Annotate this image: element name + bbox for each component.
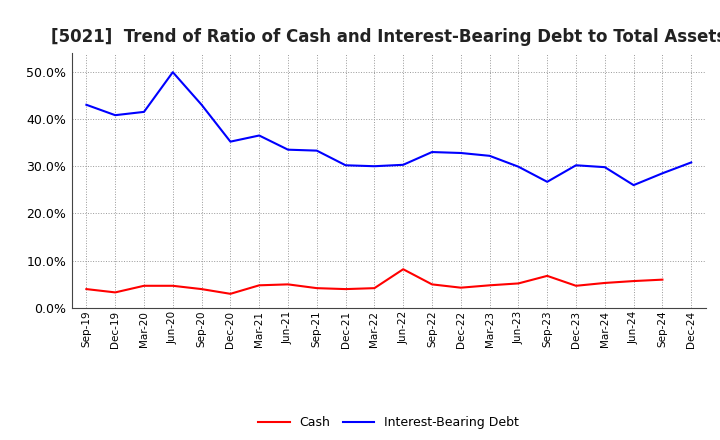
Interest-Bearing Debt xyxy=(514,164,523,169)
Interest-Bearing Debt xyxy=(543,179,552,184)
Cash xyxy=(312,286,321,291)
Interest-Bearing Debt xyxy=(284,147,292,152)
Interest-Bearing Debt xyxy=(629,183,638,188)
Interest-Bearing Debt xyxy=(687,160,696,165)
Interest-Bearing Debt xyxy=(226,139,235,144)
Interest-Bearing Debt xyxy=(370,164,379,169)
Cash xyxy=(485,282,494,288)
Line: Interest-Bearing Debt: Interest-Bearing Debt xyxy=(86,72,691,185)
Cash xyxy=(456,285,465,290)
Interest-Bearing Debt xyxy=(168,70,177,75)
Interest-Bearing Debt xyxy=(600,165,609,170)
Cash xyxy=(226,291,235,297)
Interest-Bearing Debt xyxy=(428,150,436,155)
Interest-Bearing Debt xyxy=(197,102,206,107)
Cash xyxy=(428,282,436,287)
Interest-Bearing Debt xyxy=(658,171,667,176)
Interest-Bearing Debt xyxy=(312,148,321,153)
Cash xyxy=(600,280,609,286)
Cash xyxy=(140,283,148,289)
Cash xyxy=(658,277,667,282)
Legend: Cash, Interest-Bearing Debt: Cash, Interest-Bearing Debt xyxy=(253,411,524,434)
Cash xyxy=(514,281,523,286)
Cash xyxy=(341,286,350,292)
Cash xyxy=(168,283,177,289)
Interest-Bearing Debt xyxy=(341,163,350,168)
Cash xyxy=(197,286,206,292)
Line: Cash: Cash xyxy=(86,269,662,294)
Interest-Bearing Debt xyxy=(255,133,264,138)
Title: [5021]  Trend of Ratio of Cash and Interest-Bearing Debt to Total Assets: [5021] Trend of Ratio of Cash and Intere… xyxy=(51,28,720,46)
Cash xyxy=(399,267,408,272)
Interest-Bearing Debt xyxy=(111,113,120,118)
Interest-Bearing Debt xyxy=(485,153,494,158)
Cash xyxy=(543,273,552,279)
Cash xyxy=(572,283,580,289)
Interest-Bearing Debt xyxy=(82,102,91,107)
Cash xyxy=(255,282,264,288)
Cash xyxy=(370,286,379,291)
Interest-Bearing Debt xyxy=(140,109,148,114)
Cash xyxy=(111,290,120,295)
Cash xyxy=(284,282,292,287)
Interest-Bearing Debt xyxy=(456,150,465,156)
Interest-Bearing Debt xyxy=(572,163,580,168)
Interest-Bearing Debt xyxy=(399,162,408,168)
Cash xyxy=(82,286,91,292)
Cash xyxy=(629,279,638,284)
